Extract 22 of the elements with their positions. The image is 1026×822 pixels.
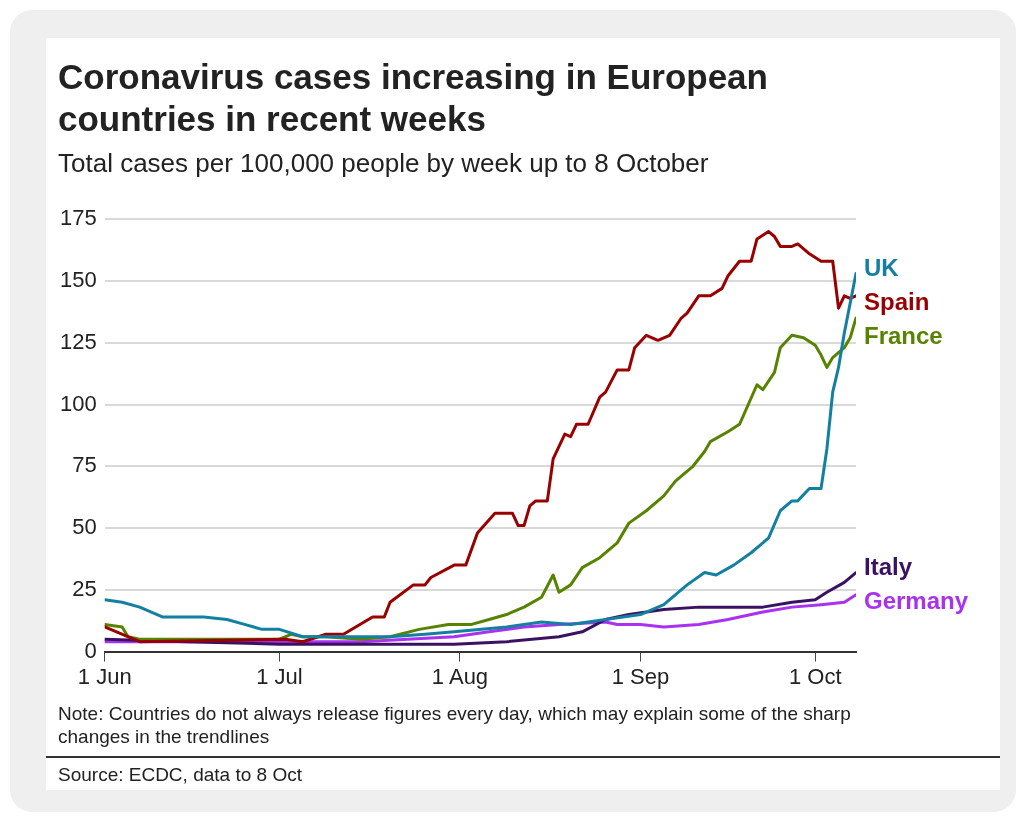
x-tick-label: 1 Aug bbox=[431, 663, 489, 689]
series-label: UK bbox=[864, 254, 900, 282]
x-tick-label: 1 Sep bbox=[611, 663, 670, 689]
y-tick-label: 125 bbox=[59, 328, 97, 354]
chart-title: Coronavirus cases increasing in European countries in recent weeks bbox=[58, 56, 769, 140]
y-tick-label: 175 bbox=[59, 205, 97, 231]
series-label: France bbox=[864, 322, 943, 350]
series-label: Germany bbox=[864, 587, 969, 615]
y-tick-label: 0 bbox=[84, 637, 97, 663]
y-tick-label: 75 bbox=[72, 452, 97, 478]
source-note: Source: ECDC, data to 8 Oct bbox=[58, 764, 302, 786]
y-tick-label: 25 bbox=[72, 575, 97, 601]
x-tick-label: 1 Jul bbox=[256, 663, 303, 689]
chart-subtitle: Total cases per 100,000 people by week up to 8 October bbox=[58, 148, 709, 179]
y-tick-label: 100 bbox=[59, 390, 97, 416]
y-tick-label: 150 bbox=[59, 267, 97, 293]
text: Note: Countries do not always release figures every day, which may explain some of the sharp changes in the trendlines bbox=[58, 702, 852, 748]
x-tick-label: 1 Oct bbox=[788, 663, 842, 689]
series-label: Spain bbox=[864, 288, 930, 316]
x-tick-label: 1 Jun bbox=[77, 663, 132, 689]
series-label: Italy bbox=[864, 553, 913, 581]
y-tick-label: 50 bbox=[72, 514, 97, 540]
